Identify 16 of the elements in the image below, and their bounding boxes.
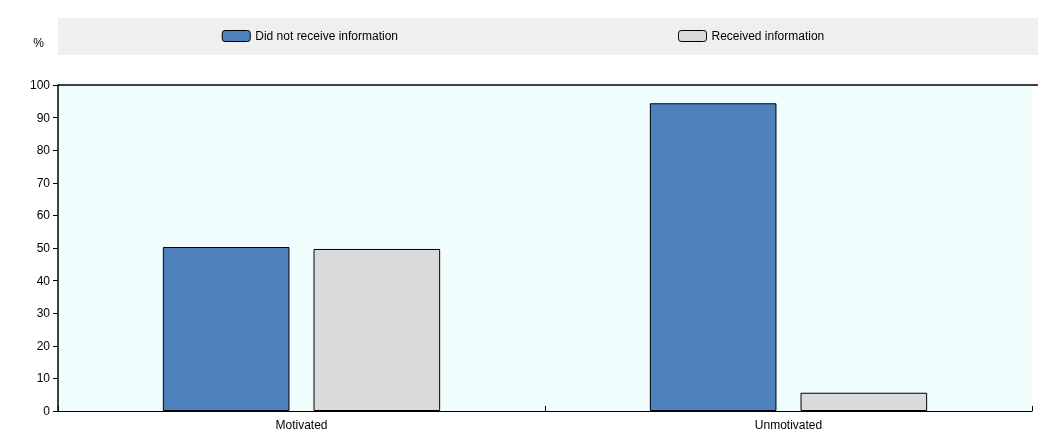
y-tick-label: 0 [43,404,51,418]
y-tick-label: 100 [29,78,51,92]
y-tick-label: 10 [36,371,51,386]
y-tick-label: 90 [36,110,51,125]
y-tick-label: 70 [36,175,51,190]
legend-label: Received information [711,29,825,43]
x-tick-label: Motivated [275,418,328,432]
y-tick-label: 40 [36,273,51,288]
x-tick-label: Unmotivated [754,418,823,432]
y-tick-label: 80 [36,143,51,158]
y-tick-label: 30 [36,306,51,321]
legend-label: Did not receive information [255,29,399,43]
y-tick-label: 60 [36,208,51,223]
y-tick-label: 20 [36,338,51,353]
y-axis-title: % [33,36,45,50]
y-tick-label: 50 [36,241,51,255]
